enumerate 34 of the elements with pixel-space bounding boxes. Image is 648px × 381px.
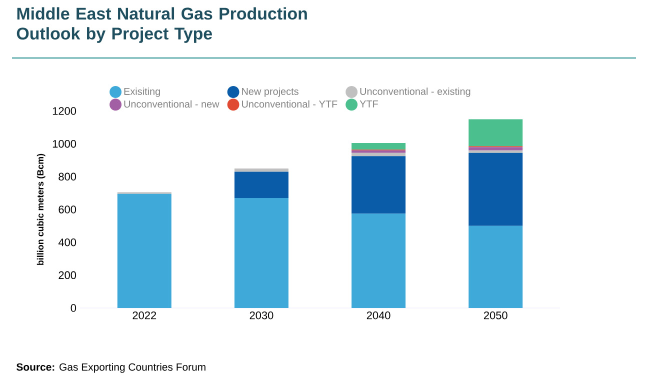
bar	[117, 194, 172, 308]
bar	[468, 150, 523, 153]
x-tick-label: 2022	[132, 312, 156, 320]
bar	[234, 172, 288, 198]
x-tick-label: 2040	[366, 312, 390, 320]
bar	[468, 147, 523, 150]
chart-title: Middle East Natural Gas Production Outlook by Project Type	[16, 7, 307, 43]
y-tick-label: 1200	[52, 107, 76, 115]
bar	[352, 152, 406, 156]
bar	[352, 214, 406, 308]
bar	[352, 156, 406, 214]
y-tick-label: 1000	[52, 140, 76, 148]
legend-label: Unconventional - existing	[360, 88, 470, 97]
y-axis-title: billion cubic meters (Bcm)	[36, 154, 46, 265]
bar	[352, 150, 406, 153]
bar	[468, 226, 523, 308]
bar	[352, 143, 406, 150]
legend-label: Exisiting	[124, 88, 160, 97]
bar	[234, 198, 288, 308]
legend-label: YTF	[360, 100, 378, 108]
x-tick-label: 2030	[250, 312, 274, 320]
legend-label: Unconventional - new	[124, 100, 220, 108]
legend-label: New projects	[242, 88, 298, 97]
bar	[468, 119, 523, 146]
y-tick-label: 400	[58, 238, 76, 246]
bar	[468, 152, 523, 226]
y-tick-label: 600	[58, 206, 76, 214]
x-tick-label: 2050	[484, 312, 508, 320]
y-tick-label: 800	[58, 172, 76, 181]
y-tick-label: 0	[70, 304, 76, 312]
y-tick-label: 200	[58, 271, 76, 280]
bar	[234, 168, 288, 172]
text: Source: Gas Exporting Countries Forum	[16, 363, 206, 373]
legend-label: Unconventional - YTF	[242, 100, 338, 108]
